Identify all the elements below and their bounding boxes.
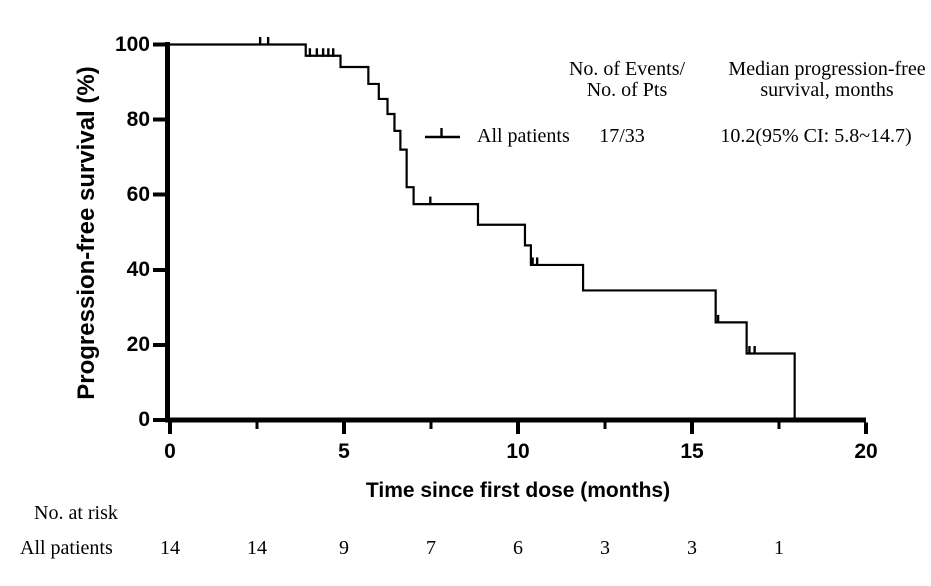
x-axis-title: Time since first dose (months) — [365, 479, 671, 502]
x-tick-label: 20 — [854, 440, 878, 463]
median-header-line1: Median progression-free — [728, 58, 926, 80]
risk-count: 6 — [513, 537, 523, 559]
risk-count: 3 — [600, 537, 610, 559]
risk-count: 14 — [160, 537, 180, 559]
events-header-line2: No. of Pts — [586, 79, 668, 101]
x-tick-label: 5 — [338, 440, 350, 463]
legend-median-value: 10.2(95% CI: 5.8~14.7) — [720, 125, 912, 147]
y-tick-label: 0 — [138, 408, 150, 431]
y-tick-label: 80 — [126, 107, 150, 131]
risk-count: 14 — [247, 537, 267, 559]
x-tick-label: 15 — [680, 440, 704, 463]
x-tick-label: 10 — [506, 440, 530, 463]
risk-count: 3 — [687, 537, 697, 559]
y-tick-label: 60 — [126, 182, 150, 206]
risk-count: 1 — [774, 537, 784, 559]
events-header-line1: No. of Events/ — [568, 58, 686, 80]
risk-count: 7 — [426, 537, 436, 559]
x-tick-label: 0 — [164, 440, 176, 463]
y-tick-label: 40 — [126, 257, 150, 281]
y-axis-title: Progression-free survival (%) — [73, 66, 100, 400]
y-tick-label: 20 — [126, 332, 150, 356]
km-curve — [170, 43, 796, 420]
risk-table-title: No. at risk — [34, 502, 118, 524]
risk-count: 9 — [339, 537, 349, 559]
risk-table-row-label: All patients — [20, 537, 113, 559]
median-header-line2: survival, months — [760, 79, 894, 101]
events-column-header: No. of Events/ No. of Pts — [517, 59, 737, 101]
median-column-header: Median progression-free survival, months — [710, 59, 931, 101]
legend-events-value: 17/33 — [599, 125, 645, 147]
y-tick-label: 100 — [114, 32, 150, 56]
legend-series-label: All patients — [477, 125, 570, 147]
